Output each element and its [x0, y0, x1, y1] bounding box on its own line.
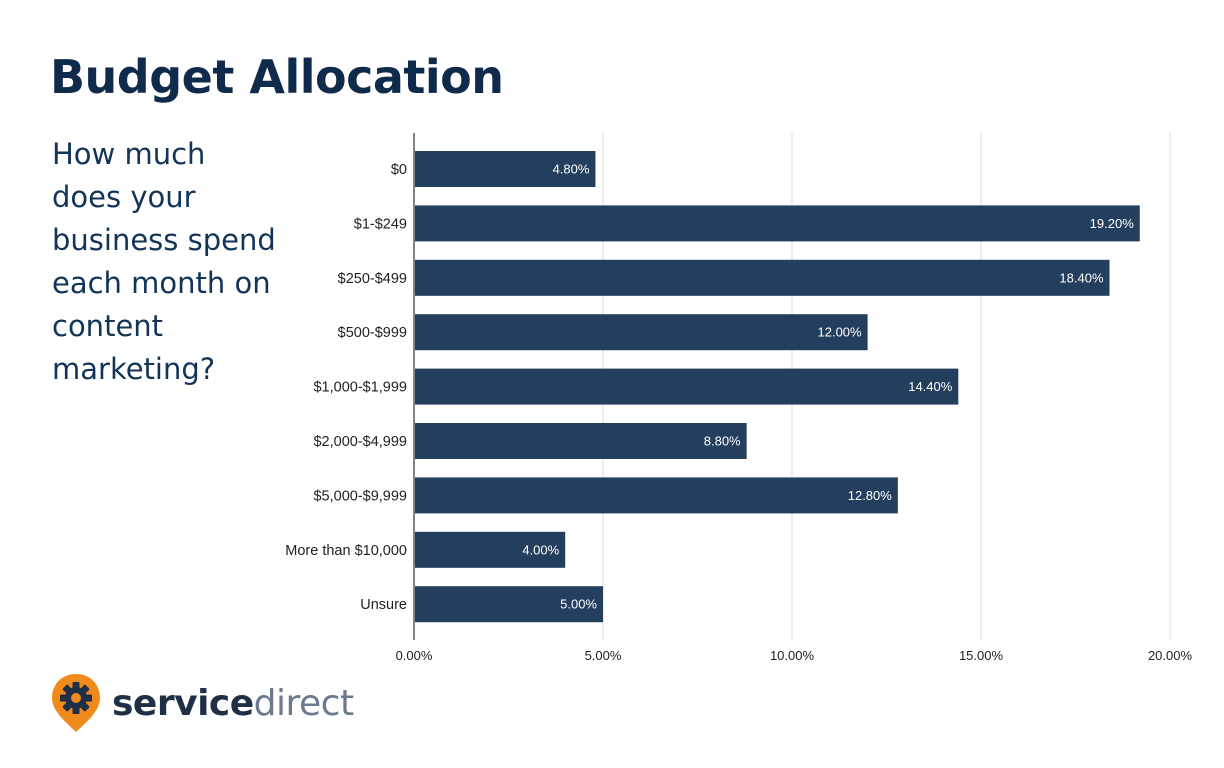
data-label: 19.20%	[1090, 216, 1135, 231]
bar	[415, 205, 1140, 242]
page-title: Budget Allocation	[50, 50, 504, 104]
data-label: 12.00%	[818, 325, 863, 340]
bar	[415, 368, 959, 405]
bar	[415, 477, 898, 514]
question-line: each month on	[52, 266, 271, 300]
gear-pin-icon	[52, 674, 100, 732]
category-label: $250-$499	[338, 271, 407, 287]
data-label: 5.00%	[560, 597, 597, 612]
brand-part-direct: direct	[253, 682, 354, 724]
category-label: $0	[391, 162, 407, 178]
chart-question: How much does your business spend each m…	[52, 133, 292, 391]
question-line: does your	[52, 180, 196, 214]
x-tick-label: 20.00%	[1148, 648, 1193, 663]
bar	[415, 151, 596, 187]
category-label: $500-$999	[338, 325, 407, 341]
question-line: How much	[52, 137, 206, 171]
question-line: content	[52, 309, 164, 343]
x-tick-label: 0.00%	[396, 648, 433, 663]
category-label: $2,000-$4,999	[313, 434, 407, 450]
question-line: business spend	[52, 223, 276, 257]
data-label: 4.00%	[522, 542, 559, 557]
x-tick-label: 10.00%	[770, 648, 815, 663]
x-tick-label: 15.00%	[959, 648, 1004, 663]
data-label: 8.80%	[704, 434, 741, 449]
data-label: 4.80%	[553, 162, 590, 177]
data-label: 12.80%	[848, 488, 893, 503]
data-label: 18.40%	[1059, 270, 1104, 285]
category-label: $1-$249	[354, 216, 407, 232]
bar	[415, 314, 868, 351]
bar	[415, 531, 566, 568]
bar	[415, 586, 603, 623]
data-label: 14.40%	[908, 379, 953, 394]
category-label: $1,000-$1,999	[313, 380, 407, 396]
brand-logo: servicedirect	[50, 672, 354, 734]
bar	[415, 259, 1110, 296]
x-tick-label: 5.00%	[585, 648, 622, 663]
bar-chart: 0.00% 5.00% 10.00% 15.00% 20.00% 4.80% $0 19.20…	[285, 133, 1193, 663]
brand-wordmark: servicedirect	[112, 683, 354, 724]
question-line: marketing?	[52, 352, 216, 386]
bar	[415, 423, 747, 459]
category-label: More than $10,000	[285, 543, 407, 559]
category-label: $5,000-$9,999	[313, 488, 407, 504]
category-label: Unsure	[360, 597, 407, 613]
brand-part-service: service	[112, 682, 254, 724]
